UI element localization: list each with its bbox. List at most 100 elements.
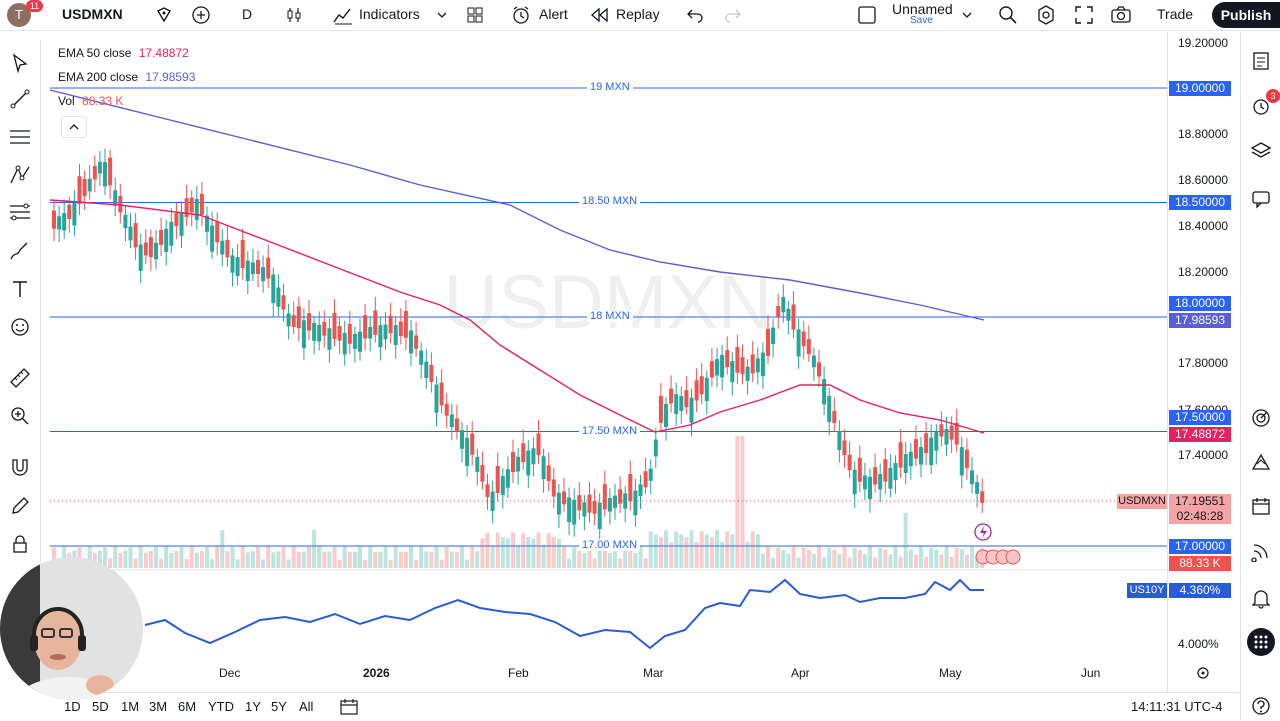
redo-icon[interactable] (724, 6, 742, 24)
pencil-lock-icon[interactable] (9, 495, 31, 517)
candle-body (873, 467, 878, 485)
fib-retracement-icon[interactable] (8, 202, 32, 224)
candle-body (363, 315, 368, 339)
candle-body (123, 214, 128, 229)
collapse-legend-button[interactable] (61, 116, 87, 138)
level-label-18-50[interactable]: 18.50 MXN (579, 195, 641, 207)
candle-body (179, 212, 184, 236)
pitchfork-icon[interactable] (8, 164, 32, 186)
watchlist-icon[interactable] (1250, 50, 1272, 72)
zoom-in-icon[interactable] (9, 405, 31, 427)
candle-body (664, 404, 668, 427)
fullscreen-icon[interactable] (1074, 5, 1094, 25)
level-label-17-50[interactable]: 17.50 MXN (579, 425, 641, 437)
brush-icon[interactable] (8, 240, 32, 262)
volume-bar (490, 545, 495, 568)
candle-body (781, 297, 786, 313)
symbol-search[interactable]: USDMXN (62, 6, 123, 22)
replay-icon[interactable] (590, 7, 610, 23)
timeframe-6m[interactable]: 6M (178, 699, 197, 714)
candle-body (811, 355, 816, 368)
timeframe-1m[interactable]: 1M (121, 699, 140, 714)
publish-button[interactable]: Publish (1212, 2, 1280, 28)
candle-body (322, 321, 327, 336)
time-axis-settings-icon[interactable] (1196, 666, 1210, 680)
undo-icon[interactable] (686, 6, 704, 24)
layout-checkbox-icon[interactable] (857, 5, 877, 25)
emoji-icon[interactable] (9, 316, 31, 338)
timeframe-5d[interactable]: 5D (92, 699, 109, 714)
timeframe-3m[interactable]: 3M (149, 699, 168, 714)
horizontal-lines-icon[interactable] (8, 126, 32, 148)
add-symbol-icon[interactable] (191, 5, 211, 25)
settings-gear-icon[interactable] (1035, 4, 1057, 26)
target-icon[interactable] (1250, 407, 1272, 429)
level-label-17[interactable]: 17.00 MXN (579, 539, 641, 551)
indicators-icon[interactable] (332, 4, 354, 26)
date-range-icon[interactable] (339, 698, 359, 716)
alerts-count-badge: 3 (1266, 89, 1280, 103)
layouts-grid-icon[interactable] (465, 5, 485, 25)
candle-body (225, 239, 230, 258)
alert-button[interactable]: Alert (539, 6, 568, 22)
calendar-icon[interactable] (1250, 495, 1272, 517)
volume-bar (847, 557, 852, 568)
candle-body (495, 465, 500, 494)
volume-bar (245, 552, 250, 568)
help-icon[interactable] (1250, 695, 1272, 717)
chat-icon[interactable] (1250, 188, 1272, 210)
level-label-19[interactable]: 19 MXN (587, 81, 633, 93)
level-label-18[interactable]: 18 MXN (587, 310, 633, 322)
timeframe-ytd[interactable]: YTD (208, 699, 234, 714)
chevron-down-icon[interactable] (437, 11, 447, 19)
chevron-down-icon[interactable] (962, 11, 972, 19)
symbol-price-tag: USDMXN (1117, 494, 1167, 509)
layout-name[interactable]: Unnamed (892, 1, 953, 17)
clock-timezone[interactable]: 14:11:31 UTC-4 (1131, 699, 1223, 714)
ideas-icon[interactable] (1250, 451, 1272, 473)
notifications-bell-icon[interactable] (1250, 587, 1272, 609)
trend-line-icon[interactable] (9, 88, 31, 110)
timeframe-1d[interactable]: 1D (64, 699, 81, 714)
trade-button[interactable]: Trade (1157, 6, 1194, 22)
layers-icon[interactable] (1250, 140, 1272, 162)
timeframe-all[interactable]: All (299, 699, 314, 714)
volume-legend[interactable]: Vol 88.33 K (58, 94, 123, 108)
cursor-icon[interactable] (9, 52, 31, 74)
candles[interactable] (52, 148, 985, 543)
indicators-button[interactable]: Indicators (359, 6, 420, 22)
replay-button[interactable]: Replay (616, 6, 660, 22)
price-axis[interactable] (1167, 32, 1240, 692)
camera-snapshot-icon[interactable] (1110, 5, 1132, 25)
alerts-clock-icon[interactable] (1250, 95, 1272, 117)
lock-icon[interactable] (9, 533, 31, 555)
volume-bar (776, 547, 781, 568)
ema50-legend[interactable]: EMA 50 close 17.48872 (58, 46, 189, 60)
candle-body (271, 274, 276, 304)
ruler-icon[interactable] (8, 366, 32, 388)
candle-body (883, 459, 888, 482)
economic-events-flags[interactable] (975, 549, 1021, 565)
timeframe-5y[interactable]: 5Y (271, 699, 287, 714)
ema200-line[interactable] (49, 89, 985, 321)
interval-button[interactable]: D (242, 6, 253, 22)
ema50-legend-label: EMA 50 close (58, 46, 132, 60)
candle-body (261, 267, 266, 282)
magnet-icon[interactable] (9, 456, 31, 478)
time-label-feb: Feb (508, 666, 529, 680)
chart-type-icon[interactable] (284, 5, 304, 25)
text-tool-icon[interactable] (9, 278, 31, 300)
ema200-legend[interactable]: EMA 200 close 17.98593 (58, 70, 195, 84)
layout-save-label[interactable]: Save (910, 15, 933, 26)
compare-symbol-icon[interactable] (155, 6, 173, 24)
us10y-line[interactable] (144, 578, 984, 650)
alarm-clock-icon[interactable] (510, 4, 532, 26)
apps-grid-button[interactable] (1247, 628, 1275, 656)
timeframe-1y[interactable]: 1Y (245, 699, 261, 714)
quick-search-icon[interactable] (997, 4, 1019, 26)
volume-bar (689, 530, 694, 568)
ema50-line[interactable] (49, 199, 985, 434)
broadcast-icon[interactable] (1250, 540, 1272, 562)
candle-body (699, 376, 704, 395)
